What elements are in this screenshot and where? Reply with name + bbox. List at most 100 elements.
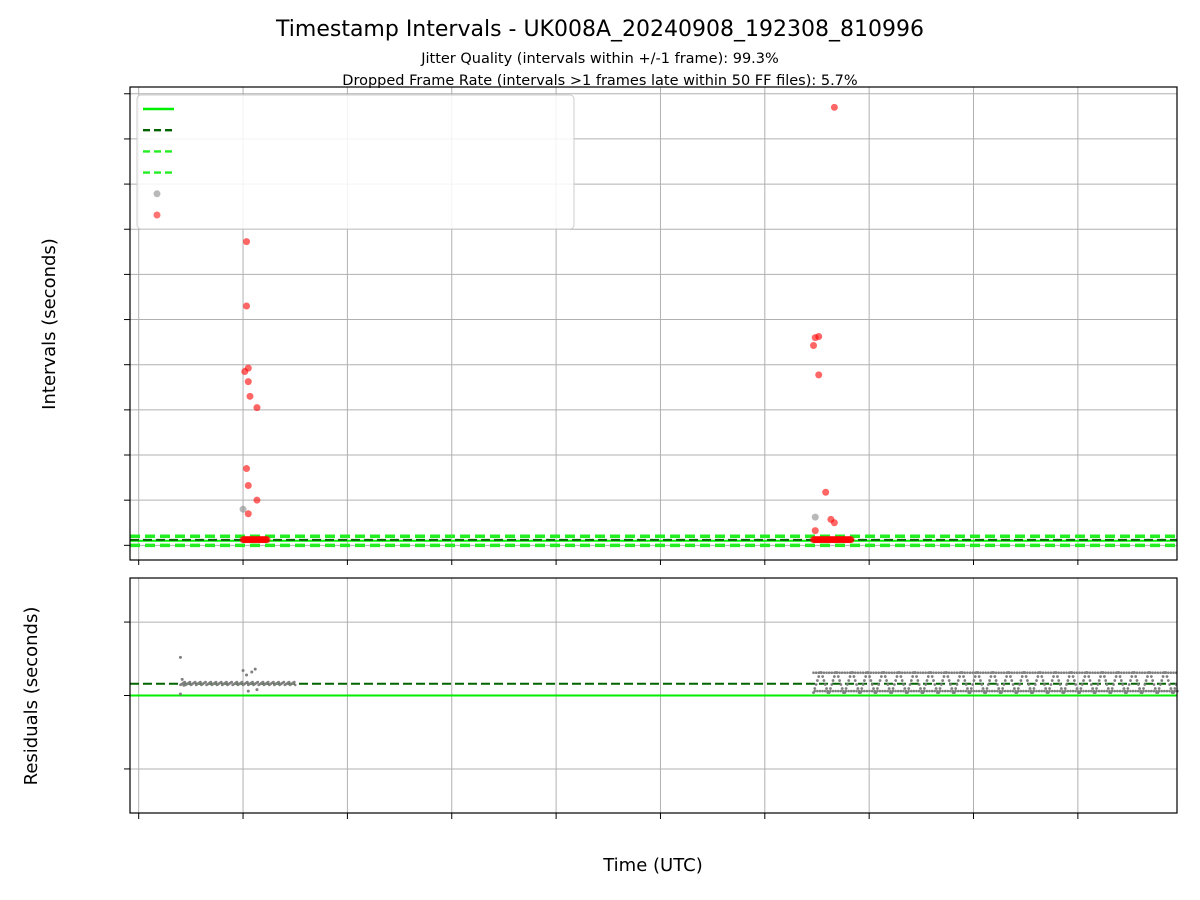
- residual-point: [1072, 679, 1076, 682]
- residual-point: [933, 689, 937, 693]
- residual-point: [293, 683, 297, 687]
- residual-point: [889, 689, 892, 693]
- residual-point: [909, 689, 913, 693]
- residual-point: [1146, 671, 1149, 675]
- residual-point: [1036, 671, 1040, 675]
- residual-point: [932, 679, 935, 682]
- residual-point: [1052, 675, 1055, 678]
- residual-point: [813, 689, 817, 693]
- residual-point: [877, 683, 881, 686]
- residual-point: [907, 689, 910, 693]
- residual-point: [878, 679, 882, 682]
- residual-point: [1086, 671, 1089, 675]
- residual-point: [1131, 689, 1135, 693]
- residual-point: [846, 671, 849, 675]
- residual-point: [972, 679, 976, 682]
- residual-point: [959, 689, 963, 693]
- residual-point: [1143, 671, 1147, 675]
- residual-point: [920, 689, 923, 693]
- residual-point: [848, 675, 852, 678]
- residual-point: [1001, 689, 1004, 693]
- residual-point: [1160, 679, 1164, 682]
- residual-point: [982, 689, 986, 693]
- residual-point: [1005, 671, 1008, 675]
- residual-point: [1063, 687, 1067, 690]
- residual-point: [902, 683, 905, 686]
- residual-point: [1173, 687, 1177, 690]
- residual-point: [1044, 671, 1047, 675]
- residual-point: [881, 689, 884, 693]
- residual-point: [929, 671, 933, 675]
- residual-point: [1079, 687, 1083, 690]
- residual-point: [975, 689, 978, 693]
- residual-point: [887, 687, 891, 690]
- residual-point: [1001, 687, 1005, 690]
- residual-point: [949, 683, 952, 686]
- residual-point: [1113, 689, 1117, 693]
- residual-point: [898, 671, 901, 675]
- residual-point: [1053, 689, 1057, 693]
- residual-point: [1152, 689, 1156, 693]
- residual-point: [282, 680, 286, 684]
- residual-point: [1060, 671, 1063, 675]
- residual-point: [836, 689, 840, 693]
- residual-point: [183, 680, 187, 684]
- residual-point: [1042, 689, 1046, 693]
- residual-point: [1049, 671, 1053, 675]
- residual-point: [1009, 675, 1012, 678]
- residual-point: [930, 689, 934, 693]
- residual-point: [1074, 683, 1078, 686]
- residual-point: [240, 680, 244, 684]
- residual-point: [1042, 683, 1046, 686]
- residual-point: [934, 671, 938, 675]
- residual-point: [971, 683, 975, 686]
- residual-point: [1095, 689, 1098, 693]
- residual-point: [1027, 683, 1031, 686]
- residual-point: [899, 689, 903, 693]
- residual-point: [1065, 683, 1068, 686]
- residual-point: [1127, 671, 1131, 675]
- residual-point: [272, 680, 275, 684]
- residual-point: [876, 687, 879, 690]
- residual-point: [1036, 675, 1040, 678]
- residual-point: [1089, 689, 1093, 693]
- residual-point: [981, 687, 985, 690]
- residual-point: [912, 689, 916, 693]
- residual-point: [869, 679, 873, 682]
- residual-point: [921, 671, 925, 675]
- residual-point: [1063, 689, 1067, 693]
- residual-point: [853, 671, 857, 675]
- residual-point: [1070, 671, 1074, 675]
- residual-point: [866, 671, 870, 675]
- residual-point: [883, 689, 887, 693]
- residual-point: [1073, 671, 1076, 675]
- residual-point: [1087, 689, 1090, 693]
- residual-point: [903, 687, 907, 690]
- residual-point: [1035, 679, 1038, 682]
- residual-point: [1127, 683, 1131, 686]
- residual-point: [1165, 675, 1169, 678]
- residual-point: [1022, 689, 1025, 693]
- residual-point: [1015, 671, 1019, 675]
- residual-point: [1005, 675, 1008, 678]
- residual-point: [934, 687, 938, 690]
- residual-point: [1099, 675, 1102, 678]
- residual-point: [825, 687, 828, 690]
- residual-point: [1089, 683, 1093, 686]
- residual-point: [840, 671, 844, 675]
- residual-point: [1097, 689, 1101, 693]
- residual-point: [1045, 689, 1049, 693]
- residual-point: [1142, 689, 1145, 693]
- residual-point: [1029, 689, 1033, 693]
- residual-point: [882, 671, 886, 675]
- residual-point: [993, 689, 997, 693]
- residual-point: [1093, 671, 1097, 675]
- residual-point: [1105, 683, 1109, 686]
- residual-point: [924, 671, 927, 675]
- residual-point: [1035, 689, 1038, 693]
- residual-point: [178, 692, 182, 696]
- residual-point: [980, 683, 984, 686]
- residual-point: [1003, 689, 1007, 693]
- residual-point: [1006, 689, 1010, 693]
